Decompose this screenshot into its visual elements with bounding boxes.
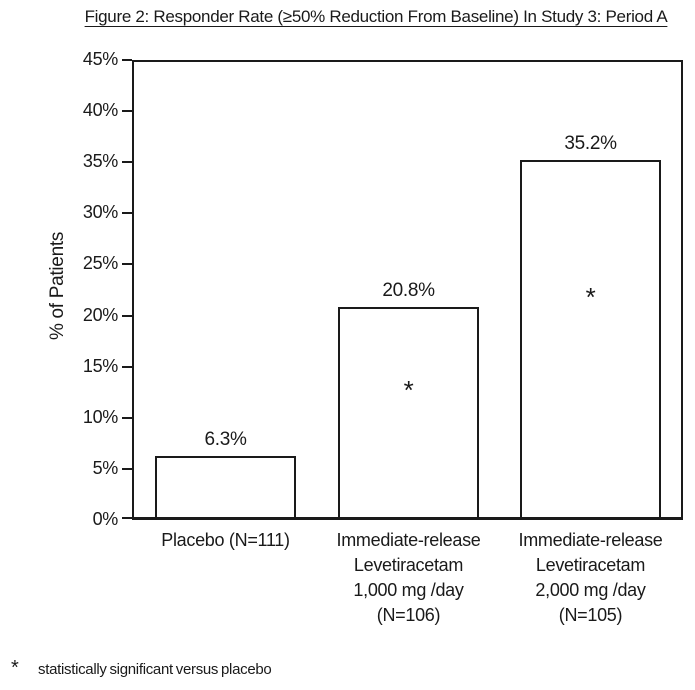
x-axis-category-line: Levetiracetam	[353, 555, 464, 575]
significance-asterisk: *	[585, 282, 596, 313]
x-axis-category-line: Immediate-release	[336, 530, 481, 550]
y-axis-tick	[122, 365, 132, 368]
y-axis-tick	[122, 517, 132, 519]
bar-value-label: 20.8%	[382, 280, 435, 302]
y-axis-tick-label: 15%	[82, 355, 118, 376]
x-axis-category-line: Immediate-release	[518, 530, 663, 550]
x-axis-category-line: 1,000 mg /day	[353, 580, 464, 600]
figure-title-text: Figure 2: Responder Rate (≥50% Reduction…	[84, 7, 668, 26]
x-axis-category-line: Levetiracetam	[535, 555, 646, 575]
y-axis-tick	[122, 314, 132, 317]
x-axis-category-label: Immediate-release Levetiracetam 1,000 mg /…	[304, 528, 514, 628]
bar	[338, 307, 479, 520]
bar	[155, 455, 296, 520]
y-axis-tick-label: 35%	[82, 151, 118, 172]
x-axis-category-line: Placebo (N=111)	[161, 530, 290, 550]
y-axis-tick	[122, 110, 132, 113]
y-axis-tick-label: 5%	[92, 457, 119, 478]
y-axis-tick	[122, 59, 132, 61]
x-axis-category-line: (N=106)	[376, 605, 441, 625]
x-axis-category-line: (N=105)	[558, 605, 623, 625]
y-axis-tick-label: 40%	[82, 100, 118, 121]
bar	[520, 160, 661, 520]
y-axis-tick	[122, 467, 132, 470]
y-axis-tick	[122, 212, 132, 215]
bar-value-label: 6.3%	[204, 428, 247, 450]
y-axis-tick-label: 20%	[82, 304, 118, 325]
x-axis-category-label: Placebo (N=111)	[121, 528, 331, 553]
y-axis-tick	[122, 263, 132, 266]
footnote-asterisk: *	[11, 657, 19, 679]
significance-asterisk: *	[403, 375, 414, 406]
y-axis-tick-label: 25%	[82, 253, 118, 274]
y-axis-tick	[122, 416, 132, 419]
y-axis-tick-label: 0%	[92, 509, 119, 529]
y-axis-tick-label: 10%	[82, 406, 118, 427]
bar-value-label: 35.2%	[564, 133, 617, 155]
x-axis-category-label: Immediate-release Levetiracetam 2,000 mg /…	[486, 528, 695, 628]
y-axis-tick	[122, 161, 132, 164]
y-axis-tick-label: 45%	[82, 49, 118, 69]
footnote-text: statistically significant versus placebo	[38, 661, 272, 678]
x-axis-category-line: 2,000 mg /day	[535, 580, 646, 600]
figure-title: Figure 2: Responder Rate (≥50% Reduction…	[46, 7, 695, 27]
y-axis-tick-label: 30%	[82, 202, 118, 223]
